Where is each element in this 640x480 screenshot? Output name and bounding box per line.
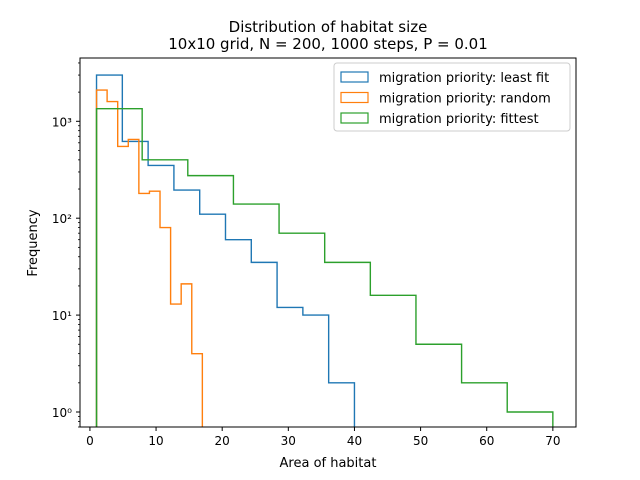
legend-swatch: [340, 91, 369, 104]
histogram-series-3: [95, 107, 554, 427]
x-axis: 0 10 20 30 40 50 60 70: [86, 427, 560, 448]
y-axis: 10⁰ 10¹ 10² 10³: [52, 62, 80, 428]
histogram-series-2: [95, 89, 204, 427]
chart-title: Distribution of habitat size: [229, 18, 428, 36]
y-tick-label: 10¹: [52, 309, 72, 323]
x-tick-label: 20: [215, 434, 230, 448]
y-tick-label: 10²: [52, 212, 72, 226]
legend-swatch: [340, 112, 369, 124]
legend-label: migration priority: least fit: [379, 71, 549, 86]
legend-label: migration priority: random: [379, 92, 551, 107]
legend-swatch: [340, 71, 369, 83]
legend-label: migration priority: fittest: [379, 112, 539, 127]
x-tick-label: 0: [86, 434, 94, 448]
x-axis-label: Area of habitat: [280, 456, 377, 471]
legend: migration priority: least fit migration p…: [333, 62, 571, 132]
x-tick-label: 50: [413, 434, 428, 448]
y-axis-label: Frequency: [26, 209, 41, 276]
y-tick-label: 10⁰: [52, 406, 72, 420]
x-tick-label: 30: [281, 434, 296, 448]
y-tick-label: 10³: [52, 115, 72, 129]
chart-subtitle: 10x10 grid, N = 200, 1000 steps, P = 0.0…: [168, 35, 488, 53]
histogram-series-1: [95, 74, 356, 427]
plot-area: [95, 74, 554, 427]
x-tick-label: 60: [479, 434, 494, 448]
legend-box: [333, 62, 571, 132]
axes-frame: [79, 57, 577, 428]
x-tick-label: 40: [347, 434, 362, 448]
x-tick-label: 10: [148, 434, 163, 448]
x-tick-label: 70: [545, 434, 560, 448]
